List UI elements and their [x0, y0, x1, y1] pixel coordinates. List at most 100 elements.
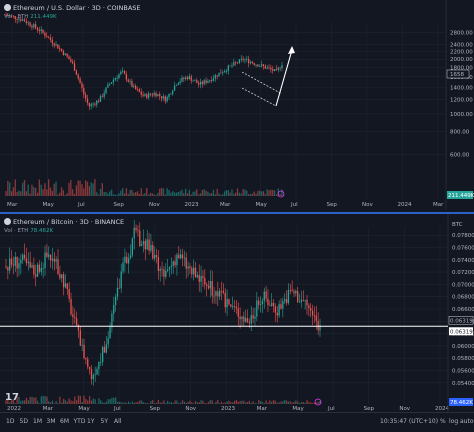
timeframe-button-1y[interactable]: 1Y: [87, 418, 95, 425]
volume-bar: [272, 189, 274, 196]
x-tick-label: Sep: [364, 406, 375, 412]
candle-body: [38, 264, 41, 272]
y-tick-label: 2800.00: [450, 31, 473, 37]
candle-body: [23, 19, 26, 22]
candle-body: [20, 259, 22, 264]
candle-body: [181, 77, 183, 82]
volume-bar: [241, 400, 243, 404]
candle-body: [210, 80, 213, 81]
volume-bar: [122, 402, 124, 404]
candle-body: [151, 94, 153, 96]
volume-bar: [9, 182, 11, 196]
pane1-title-text: Ethereum / U.S. Dollar · 3D · COINBASE: [13, 4, 141, 12]
pane2-vol-value: 78.462K: [30, 228, 54, 234]
candle-body: [188, 76, 191, 79]
timeframe-button-5d[interactable]: 5D: [19, 418, 28, 425]
timeframe-button-1m[interactable]: 1M: [33, 418, 42, 425]
candle-body: [317, 320, 319, 331]
volume-bar: [129, 403, 132, 404]
candle-body: [73, 63, 76, 71]
price-badge-box: [446, 69, 470, 79]
timeframe-button-ytd[interactable]: YTD: [73, 418, 86, 425]
tradingview-logo-icon: 17: [5, 392, 19, 403]
volume-bar: [138, 193, 141, 196]
candle-body: [101, 96, 103, 98]
candle-body: [83, 88, 85, 95]
volume-bar: [311, 403, 314, 404]
volume-bar: [198, 402, 200, 404]
candle-body: [100, 361, 102, 363]
volume-bar: [79, 180, 81, 196]
candle-body: [239, 316, 241, 320]
volume-bar: [105, 191, 107, 196]
timeframe-button-1d[interactable]: 1D: [6, 418, 15, 425]
volume-bar: [168, 189, 170, 196]
volume-bar: [266, 189, 268, 196]
candle-body: [140, 244, 143, 247]
pane2-title: Ethereum / Bitcoin · 3D · BINANCE: [4, 218, 124, 226]
auto-toggle[interactable]: auto: [460, 418, 474, 425]
percent-toggle[interactable]: %: [440, 418, 446, 425]
volume-bar: [231, 189, 233, 196]
y-tick-label: 0.07400: [452, 258, 474, 264]
eth-usd-pane[interactable]: 2800.002400.002200.002000.001800.001600.…: [0, 0, 474, 210]
candle-body: [29, 261, 31, 268]
clock-readout[interactable]: 10:35:47 (UTC+10): [380, 418, 439, 425]
volume-bar: [176, 400, 178, 404]
candle-body: [245, 317, 247, 322]
volume-bar: [98, 398, 100, 404]
volume-bar: [55, 400, 57, 404]
volume-bar: [72, 189, 74, 196]
candle-body: [79, 330, 81, 346]
candle-body: [222, 290, 225, 293]
candle-body: [219, 290, 221, 297]
volume-bar: [7, 398, 9, 404]
candle-body: [55, 44, 57, 46]
eth-usd-chart[interactable]: 2800.002400.002200.002000.001800.001600.…: [0, 0, 474, 210]
volume-bar: [173, 192, 176, 196]
volume-bar: [125, 188, 128, 196]
candle-body: [129, 81, 131, 82]
candle-body: [237, 308, 239, 317]
volume-bar: [220, 194, 222, 196]
candle-body: [196, 275, 199, 278]
volume-bar: [172, 403, 174, 404]
volume-bar: [74, 396, 76, 404]
eth-btc-pane[interactable]: BTC 0.07800 0.07600 0.07400 0.07200 0.07000 0.…: [0, 212, 474, 412]
candle-body: [236, 62, 239, 64]
candle-body: [193, 267, 195, 275]
volume-bar: [249, 193, 252, 196]
volume-bar: [62, 398, 65, 404]
candle-body: [155, 255, 158, 258]
candle-body: [155, 93, 157, 97]
volume-bar: [267, 402, 269, 404]
volume-bar: [300, 402, 303, 404]
x-tick-label: Mar: [7, 202, 18, 208]
candle-body: [66, 53, 68, 57]
candle-body: [273, 68, 276, 71]
candle-body: [53, 43, 55, 46]
timeframe-button-6m[interactable]: 6M: [60, 418, 69, 425]
volume-bar: [211, 400, 213, 404]
timeframe-button-all[interactable]: All: [114, 418, 122, 425]
volume-bar: [12, 399, 15, 404]
candle-body: [277, 67, 279, 70]
volume-bar: [14, 403, 16, 404]
candle-body: [22, 19, 24, 21]
candle-body: [213, 295, 215, 297]
volume-bar: [207, 191, 209, 196]
volume-bar: [72, 401, 74, 404]
candle-body: [125, 73, 128, 80]
candle-body: [51, 39, 53, 44]
candle-body: [18, 263, 20, 269]
candle-body: [254, 316, 256, 319]
eth-btc-chart[interactable]: BTC 0.07800 0.07600 0.07400 0.07200 0.07000 0.…: [0, 214, 474, 412]
volume-bar: [265, 400, 267, 404]
volume-bar: [183, 401, 186, 404]
timeframe-button-3m[interactable]: 3M: [46, 418, 56, 425]
timeframe-button-5y[interactable]: 5Y: [100, 418, 108, 425]
volume-bar: [29, 396, 31, 404]
volume-bar: [81, 184, 83, 196]
candle-body: [190, 76, 192, 81]
log-toggle[interactable]: log: [449, 418, 459, 425]
